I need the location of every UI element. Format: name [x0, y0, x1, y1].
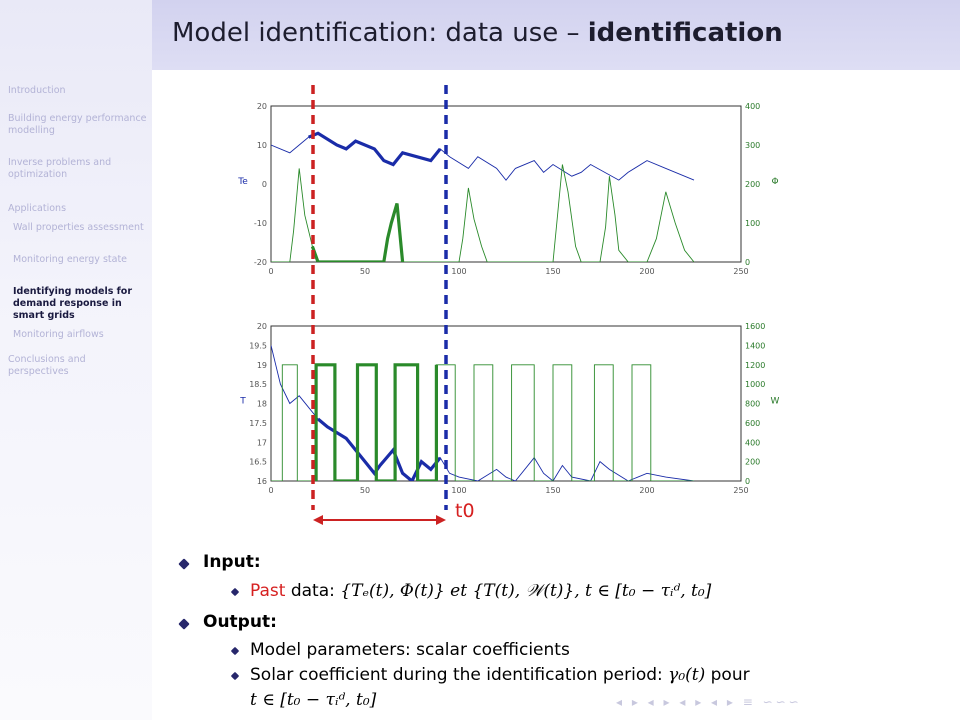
- sidebar-item-4[interactable]: Wall properties assessment: [13, 222, 144, 233]
- chart-1-id-window: [314, 363, 442, 481]
- chart-0-id-window: [307, 131, 442, 262]
- header-bar: [152, 0, 960, 70]
- chart-0-xtick: 0: [268, 267, 273, 276]
- chart-1-ytick-right: 1200: [745, 361, 765, 370]
- chart-0-ytick-right: 0: [745, 258, 750, 267]
- chart-0-xtick: 50: [360, 267, 370, 276]
- chart-1-series-0-highlight: [316, 417, 442, 481]
- chart-1-ytick: 17.5: [249, 419, 267, 428]
- sidebar-item-8[interactable]: Conclusions and perspectives: [8, 354, 86, 377]
- chart-1-ytick: 17: [257, 438, 267, 447]
- chart-1-series-1-highlight: [314, 363, 438, 481]
- input-heading: Input:: [203, 552, 261, 572]
- chart-0-ytick: -20: [254, 258, 267, 267]
- chart-1-ytick-right: 600: [745, 419, 760, 428]
- slide-title: Model identification: data use – identif…: [172, 18, 783, 48]
- chart-1-ytick-right: 1000: [745, 380, 765, 389]
- chart-1-ytick: 19: [257, 361, 267, 370]
- past-math: {Tₑ(t), Φ(t)} et {T(t), 𝒲(t)}, t ∈ [t₀ −…: [340, 581, 712, 601]
- arrow-left-head: [313, 515, 323, 525]
- chart-1-ylabel-right: W: [771, 397, 780, 407]
- past-word: Past: [250, 581, 286, 601]
- output-item-1: Model parameters: scalar coefficients: [250, 640, 570, 660]
- output-item2-text: Solar coefficient during the identificat…: [250, 665, 669, 685]
- chart-1-xtick: 50: [360, 486, 370, 495]
- chart-1-ytick: 19.5: [249, 341, 267, 350]
- title-bold: identification: [587, 18, 783, 48]
- chart-1-ytick-right: 800: [745, 400, 760, 409]
- chart-0-series-1-highlight: [310, 203, 405, 262]
- output-item2-tail: pour: [705, 665, 750, 685]
- chart-0-xtick: 100: [451, 267, 466, 276]
- chart-1-ytick: 16.5: [249, 458, 267, 467]
- chart-0-frame: [270, 105, 742, 263]
- chart-1-ytick: 20: [257, 322, 267, 331]
- chart-0-ytick-right: 100: [745, 219, 760, 228]
- output-item2-math: γ₀(t): [668, 665, 706, 685]
- chart-0-ytick: -10: [254, 219, 267, 228]
- sidebar-item-6[interactable]: Identifying models for demand response i…: [13, 286, 133, 321]
- chart-1-ytick: 18.5: [249, 380, 267, 389]
- chart-0-ytick-right: 200: [745, 180, 760, 189]
- chart-0-ylabel: Te: [237, 177, 248, 187]
- sidebar-item-3[interactable]: Applications: [8, 203, 67, 214]
- output-heading: Output:: [203, 612, 277, 632]
- chart-0-ytick-right: 400: [745, 102, 760, 111]
- chart-0-xtick: 150: [545, 267, 560, 276]
- chart-1-xtick: 250: [733, 486, 748, 495]
- chart-1-frame: [270, 325, 742, 482]
- chart-1-ytick: 16: [257, 477, 267, 486]
- beamer-navigation-icons[interactable]: ◂ ▸ ◂ ▸ ◂ ▸ ◂ ▸ ≡ ∽∽∽: [616, 695, 802, 709]
- sidebar-item-2[interactable]: Inverse problems and optimization: [8, 157, 112, 180]
- output-item-2: Solar coefficient during the identificat…: [250, 665, 750, 685]
- chart-0-ytick-right: 300: [745, 141, 760, 150]
- chart-0-xtick: 250: [733, 267, 748, 276]
- chart-0-series-0-highlight: [307, 131, 442, 167]
- chart-0-xtick: 200: [639, 267, 654, 276]
- chart-0-ytick: 20: [257, 102, 267, 111]
- sidebar-item-0[interactable]: Introduction: [8, 85, 66, 96]
- chart-0-series-0: [271, 132, 695, 181]
- input-item: Past data: {Tₑ(t), Φ(t)} et {T(t), 𝒲(t)}…: [250, 581, 711, 601]
- chart-1-xtick: 0: [268, 486, 273, 495]
- sidebar: Introduction Building energy performance …: [0, 0, 152, 720]
- t0-label: t0: [455, 500, 475, 522]
- chart-1-ytick: 18: [257, 400, 267, 409]
- sidebar-item-7[interactable]: Monitoring airflows: [13, 329, 104, 340]
- chart-0-ylabel-right: Φ: [771, 177, 778, 187]
- chart-1-ytick-right: 1600: [745, 322, 765, 331]
- sidebar-item-1[interactable]: Building energy performance modelling: [8, 113, 147, 136]
- chart-1-xtick: 150: [545, 486, 560, 495]
- chart-1-ytick-right: 1400: [745, 341, 765, 350]
- arrow-right-head: [436, 515, 446, 525]
- chart-1-xtick: 200: [639, 486, 654, 495]
- chart-0-ytick: 0: [262, 180, 267, 189]
- chart-0-series-1: [271, 164, 695, 262]
- chart-1-ytick-right: 200: [745, 458, 760, 467]
- sidebar-item-5[interactable]: Monitoring energy state: [13, 254, 128, 265]
- past-rest: data:: [285, 581, 341, 601]
- chart-1-ytick-right: 400: [745, 438, 760, 447]
- chart-1-ylabel: T: [239, 397, 246, 407]
- output-item-3: t ∈ [t₀ − τᵢᵈ, t₀]: [250, 690, 377, 710]
- chart-1-xtick: 100: [451, 486, 466, 495]
- chart-1-ytick-right: 0: [745, 477, 750, 486]
- title-normal: Model identification: data use –: [172, 18, 588, 48]
- chart-0-ytick: 10: [257, 141, 267, 150]
